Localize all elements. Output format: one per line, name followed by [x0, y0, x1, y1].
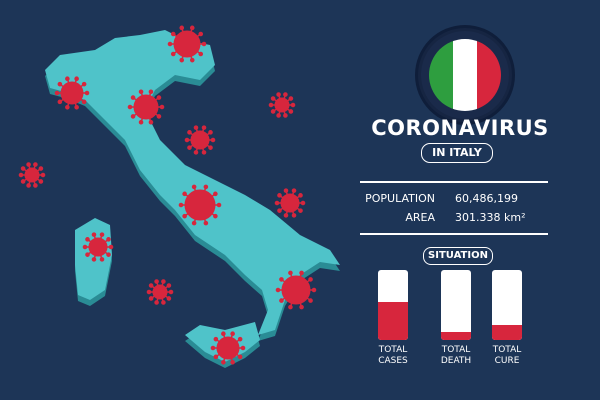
subtitle-badge: IN ITALY: [421, 143, 493, 163]
virus-icon: [184, 125, 216, 155]
area-label: AREA: [405, 211, 435, 224]
virus-icon: [275, 270, 317, 310]
virus-icon: [54, 76, 90, 110]
situation-bar-label: TOTAL DEATH: [440, 345, 472, 366]
virus-icon: [268, 92, 296, 118]
population-label: POPULATION: [365, 192, 435, 205]
virus-icon: [82, 232, 114, 262]
situation-bar-fill: [492, 324, 522, 340]
virus-icon: [167, 25, 207, 63]
virus-icon: [210, 331, 246, 365]
divider-bottom: [360, 233, 548, 235]
situation-bar: [378, 270, 408, 340]
area-value: 301.338 km²: [455, 211, 526, 224]
virus-markers: [18, 25, 317, 365]
virus-icon: [178, 184, 222, 226]
mainland: [45, 30, 340, 335]
italy-map: [18, 25, 340, 368]
situation-bar-label: TOTAL CASES: [378, 345, 408, 366]
italy-flag-badge: [418, 28, 512, 122]
virus-icon: [274, 188, 306, 218]
virus-icon: [146, 279, 174, 305]
situation-bar-fill: [378, 301, 408, 340]
virus-icon: [18, 162, 46, 188]
italy-flag-icon: [429, 39, 501, 111]
page-title: CORONAVIRUS: [371, 116, 549, 140]
situation-bar: [441, 270, 471, 340]
situation-bar: [492, 270, 522, 340]
virus-icon: [127, 89, 165, 125]
situation-bar-label: TOTAL CURE: [492, 345, 522, 366]
situation-bar-fill: [441, 331, 471, 340]
population-value: 60,486,199: [455, 192, 518, 205]
situation-badge: SITUATION: [423, 247, 493, 265]
divider-top: [360, 181, 548, 183]
